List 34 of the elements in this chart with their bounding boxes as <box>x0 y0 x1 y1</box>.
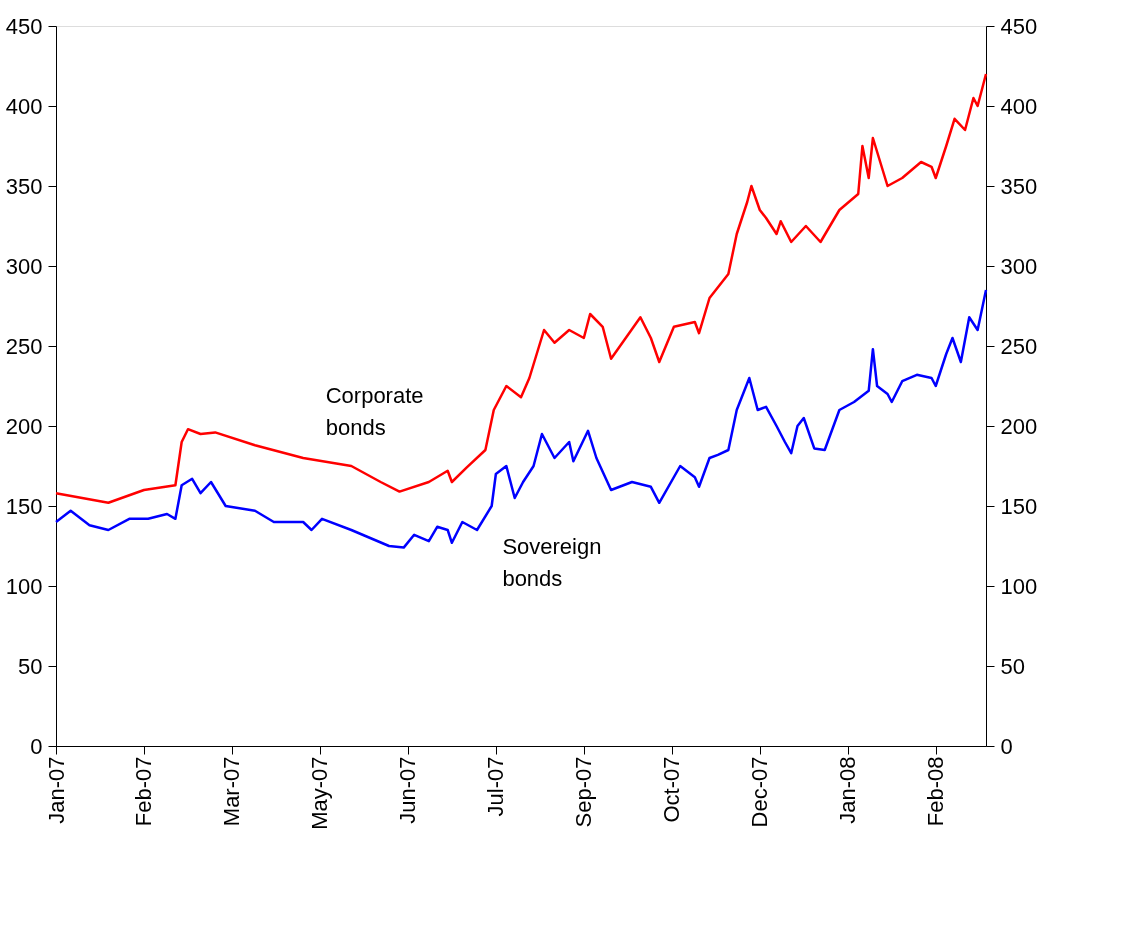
y2-tick-label: 50 <box>1000 653 1025 679</box>
y-tick-label: 150 <box>5 493 43 519</box>
y2-tick-label: 200 <box>1000 413 1038 439</box>
y2-tick-label: 250 <box>1000 333 1038 359</box>
y-tick-label: 400 <box>5 93 43 119</box>
y-tick-label: 50 <box>18 653 43 679</box>
y2-tick-label: 350 <box>1000 173 1038 199</box>
y-tick-label: 250 <box>5 333 43 359</box>
x-tick-label: Dec-07 <box>747 756 773 828</box>
annotation: Sovereign bonds <box>502 534 602 592</box>
line-series <box>54 72 988 505</box>
y2-tick-label: 400 <box>1000 93 1038 119</box>
y-tick-label: 200 <box>5 413 43 439</box>
x-tick-label: Oct-07 <box>659 756 685 823</box>
y2-tick-label: 300 <box>1000 253 1038 279</box>
y2-tick-label: 100 <box>1000 573 1038 599</box>
y2-tick-label: 0 <box>1000 733 1013 759</box>
x-tick-label: Sep-07 <box>571 756 597 828</box>
y2-tick-label: 150 <box>1000 493 1038 519</box>
x-tick-label: Feb-07 <box>131 756 157 827</box>
annotation: Corporate bonds <box>325 383 424 440</box>
x-tick-label: Feb-08 <box>923 756 949 827</box>
y-tick-label: 350 <box>5 173 43 199</box>
x-tick-label: Jul-07 <box>483 756 509 817</box>
x-tick-label: May-07 <box>307 756 333 830</box>
x-tick-label: Jun-07 <box>395 756 421 824</box>
y-tick-label: 450 <box>5 13 43 39</box>
y-tick-label: 0 <box>30 733 43 759</box>
y-tick-label: 100 <box>5 573 43 599</box>
y2-tick-label: 450 <box>1000 13 1038 39</box>
y-tick-label: 300 <box>5 253 43 279</box>
x-tick-label: Jan-07 <box>43 756 69 824</box>
x-tick-label: Mar-07 <box>219 756 245 827</box>
x-tick-label: Jan-08 <box>835 756 861 824</box>
